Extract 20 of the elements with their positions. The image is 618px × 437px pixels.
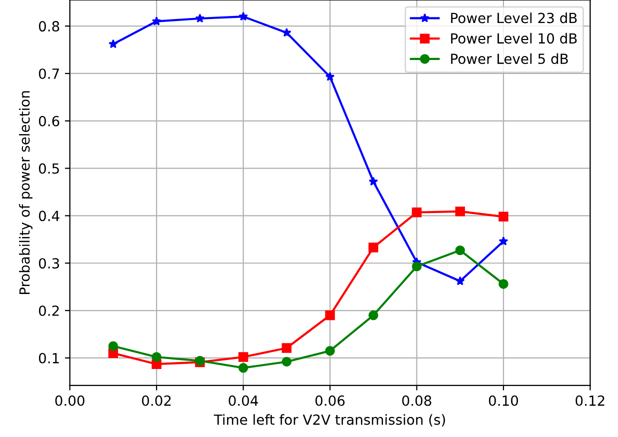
legend-label: Power Level 23 dB bbox=[451, 12, 577, 24]
y-tick-label: 0.3 bbox=[38, 258, 59, 269]
y-tick-label: 0.8 bbox=[38, 21, 60, 32]
y-tick-label: 0.4 bbox=[38, 210, 60, 222]
y-tick-label: 0.5 bbox=[38, 163, 59, 174]
y-tick-label: 0.7 bbox=[38, 68, 59, 79]
x-tick-label: 0.08 bbox=[402, 395, 432, 406]
x-tick-label: 0.02 bbox=[142, 395, 171, 406]
y-tick-label: 0.1 bbox=[38, 352, 59, 364]
y-tick-label: 0.2 bbox=[38, 305, 59, 316]
x-tick-label: 0.06 bbox=[315, 395, 345, 406]
legend-label: Power Level 5 dB bbox=[451, 53, 568, 64]
y-axis-title: Probability of power selection bbox=[19, 91, 32, 294]
x-tick-label: 0.00 bbox=[55, 395, 84, 406]
legend-label: Power Level 10 dB bbox=[451, 32, 577, 44]
x-tick-label: 0.04 bbox=[228, 395, 258, 406]
x-tick-label: 0.12 bbox=[576, 395, 604, 406]
x-tick-label: 0.10 bbox=[488, 395, 518, 406]
x-axis-title: Time left for V2V transmission (s) bbox=[214, 414, 445, 427]
y-tick-label: 0.6 bbox=[38, 116, 60, 126]
